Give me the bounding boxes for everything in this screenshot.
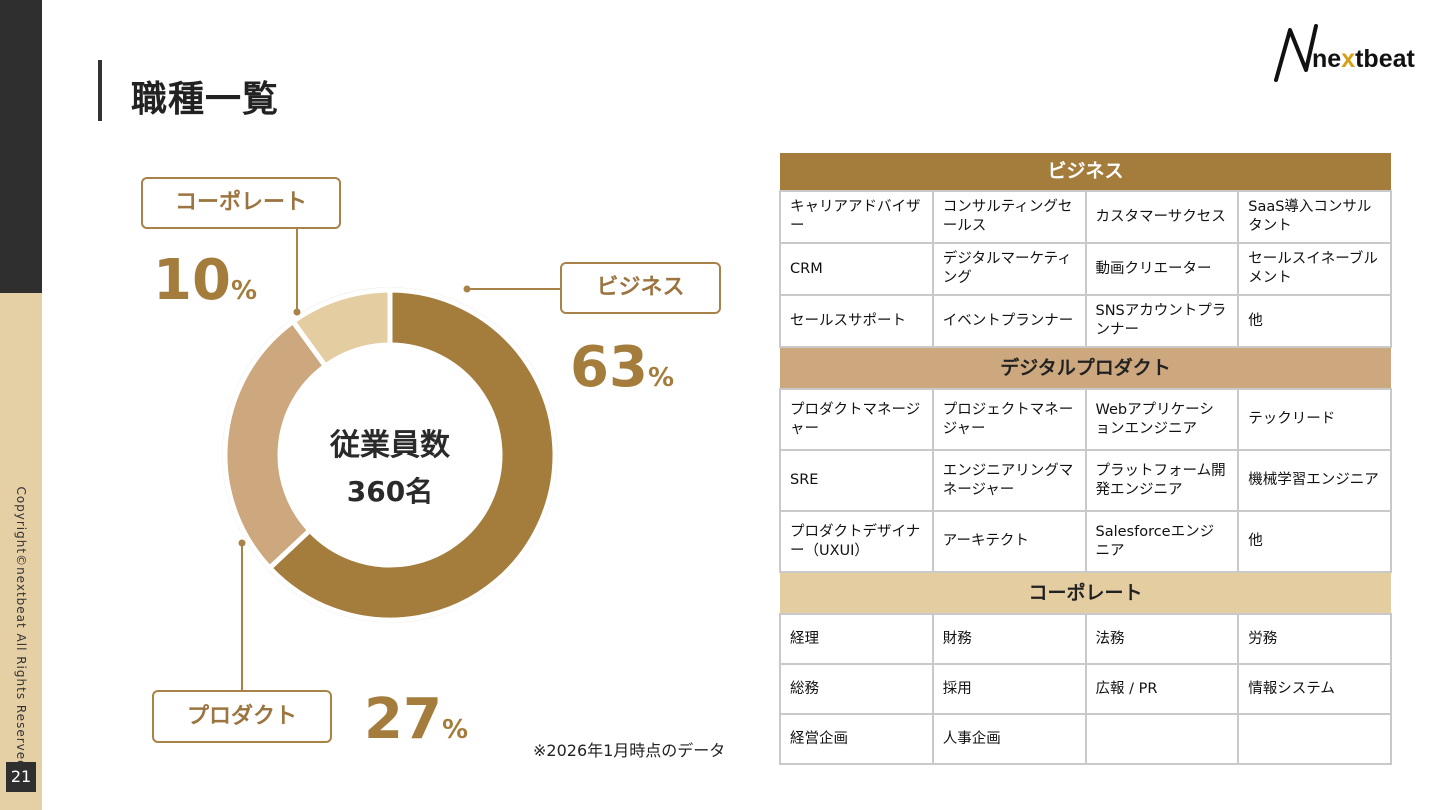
logo-text-x: x	[1341, 45, 1355, 73]
table-cell: 法務	[1084, 613, 1240, 665]
donut-center-label: 従業員数 360名	[290, 420, 490, 510]
table-cell: Webアプリケーションエンジニア	[1084, 388, 1240, 451]
logo-text-post: tbeat	[1355, 45, 1415, 73]
table-row: セールスサポート イベントプランナー SNSアカウントプランナー 他	[779, 294, 1392, 348]
table-cell: セールスイネーブルメント	[1237, 242, 1392, 296]
table-cell: 採用	[931, 663, 1087, 715]
table-cell: プロダクトマネージャー	[779, 388, 934, 451]
table-cell: SRE	[779, 449, 934, 512]
job-roles-table: ビジネス キャリアアドバイザー コンサルティングセールス カスタマーサクセス S…	[779, 153, 1392, 765]
callout-product: プロダクト	[152, 690, 332, 743]
table-cell: 財務	[931, 613, 1087, 665]
svg-text:nextbeat: nextbeat	[1312, 45, 1415, 73]
table-cell: SaaS導入コンサルタント	[1237, 190, 1392, 244]
table-cell: テックリード	[1237, 388, 1392, 451]
table-row: 経理 財務 法務 労務	[779, 613, 1392, 665]
section-header-corporate: コーポレート	[780, 572, 1391, 614]
donut-segment-1	[222, 318, 329, 572]
table-row: プロダクトマネージャー プロジェクトマネージャー Webアプリケーションエンジニ…	[779, 388, 1392, 451]
employee-count-label: 従業員数	[330, 428, 450, 463]
percent-product: 27%	[364, 692, 468, 748]
percent-corporate-value: 10	[153, 248, 231, 313]
table-cell: 広報 / PR	[1084, 663, 1240, 715]
table-row: SRE エンジニアリングマネージャー プラットフォーム開発エンジニア 機械学習エ…	[779, 449, 1392, 512]
table-cell: 他	[1237, 294, 1392, 348]
table-cell: 他	[1237, 510, 1392, 573]
percent-product-value: 27	[364, 687, 442, 752]
table-cell	[1237, 713, 1392, 765]
table-cell: 労務	[1237, 613, 1392, 665]
percent-corporate-unit: %	[230, 276, 257, 306]
logo-text-pre: ne	[1312, 45, 1341, 73]
table-row: 総務 採用 広報 / PR 情報システム	[779, 663, 1392, 715]
table-cell: CRM	[779, 242, 934, 296]
data-date-note: ※2026年1月時点のデータ	[533, 741, 726, 760]
employee-donut-chart	[222, 229, 560, 690]
table-cell	[1084, 713, 1240, 765]
logo-n-mark-icon	[1274, 24, 1318, 82]
table-cell: 動画クリエーター	[1084, 242, 1240, 296]
table-row: キャリアアドバイザー コンサルティングセールス カスタマーサクセス SaaS導入…	[779, 190, 1392, 244]
table-cell: コンサルティングセールス	[931, 190, 1087, 244]
section-header-business-label: ビジネス	[780, 153, 1391, 191]
left-band-tan	[0, 293, 42, 810]
section-header-digital-label: デジタルプロダクト	[780, 347, 1391, 389]
table-cell: 経営企画	[779, 713, 934, 765]
donut-segments	[222, 287, 558, 623]
table-cell: エンジニアリングマネージャー	[931, 449, 1087, 512]
table-cell: 情報システム	[1237, 663, 1392, 715]
table-cell: キャリアアドバイザー	[779, 190, 934, 244]
table-row: CRM デジタルマーケティング 動画クリエーター セールスイネーブルメント	[779, 242, 1392, 296]
callout-business: ビジネス	[560, 262, 721, 314]
table-cell: 人事企画	[931, 713, 1087, 765]
section-header-corporate-label: コーポレート	[780, 572, 1391, 614]
table-cell: プロジェクトマネージャー	[931, 388, 1087, 451]
table-cell: 機械学習エンジニア	[1237, 449, 1392, 512]
nextbeat-logo: nextbeat	[1274, 24, 1415, 82]
table-cell: 経理	[779, 613, 934, 665]
table-cell: SNSアカウントプランナー	[1084, 294, 1240, 348]
table-cell: デジタルマーケティング	[931, 242, 1087, 296]
table-cell: セールスサポート	[779, 294, 934, 348]
left-band-dark	[0, 0, 42, 293]
table-row: 経営企画 人事企画	[779, 713, 1392, 765]
percent-corporate: 10%	[153, 253, 257, 309]
callout-corporate: コーポレート	[141, 177, 341, 229]
leader-dot-corporate	[293, 308, 301, 316]
leader-dot-product	[238, 539, 246, 547]
page-number: 21	[6, 762, 36, 792]
table-row: プロダクトデザイナー（UXUI） アーキテクト Salesforceエンジニア …	[779, 510, 1392, 573]
percent-business-value: 63	[570, 335, 648, 400]
table-cell: 総務	[779, 663, 934, 715]
table-cell: プロダクトデザイナー（UXUI）	[779, 510, 934, 573]
percent-business-unit: %	[647, 363, 674, 393]
employee-count-value: 360名	[346, 475, 434, 508]
table-cell: イベントプランナー	[931, 294, 1087, 348]
table-cell: プラットフォーム開発エンジニア	[1084, 449, 1240, 512]
percent-product-unit: %	[441, 715, 468, 745]
table-cell: アーキテクト	[931, 510, 1087, 573]
donut-segment-0	[266, 287, 558, 623]
page-title: 職種一覧	[131, 79, 280, 120]
section-header-digital: デジタルプロダクト	[780, 347, 1391, 389]
section-header-business: ビジネス	[780, 153, 1391, 191]
donut-segment-2	[289, 287, 393, 370]
title-accent-bar	[98, 60, 102, 121]
percent-business: 63%	[570, 340, 674, 396]
leader-dot-business	[463, 285, 471, 293]
table-cell: Salesforceエンジニア	[1084, 510, 1240, 573]
table-cell: カスタマーサクセス	[1084, 190, 1240, 244]
